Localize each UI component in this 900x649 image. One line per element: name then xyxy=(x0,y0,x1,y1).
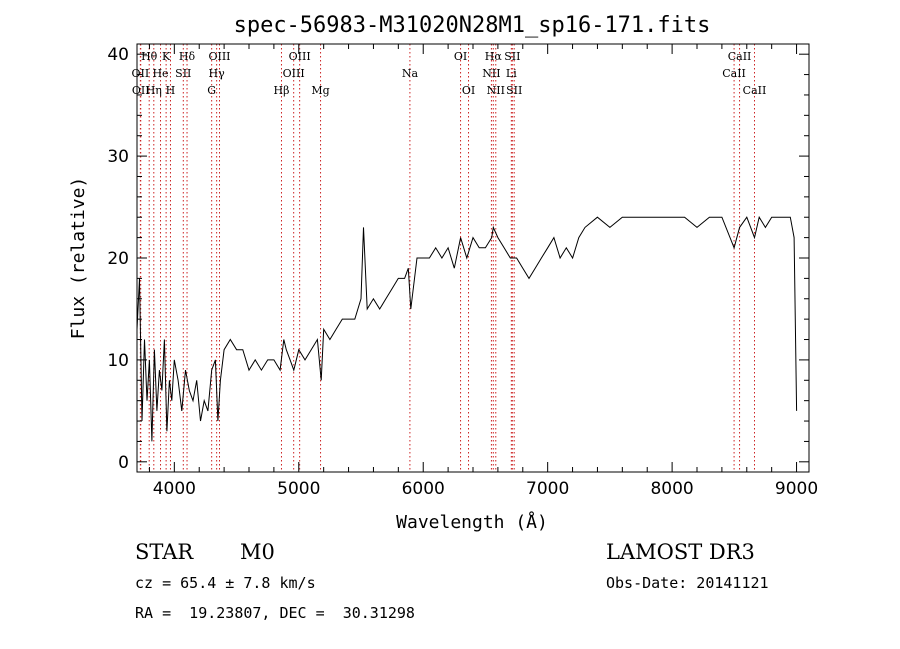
line-marker-label: OI xyxy=(454,50,467,63)
redshift-cz: cz = 65.4 ± 7.8 km/s xyxy=(135,574,316,592)
x-axis: 4000 5000 6000 7000 8000 9000 xyxy=(148,44,818,499)
x-tick-label: 4000 xyxy=(153,479,196,499)
y-tick-label: 30 xyxy=(107,147,129,167)
object-class: STAR xyxy=(135,540,194,564)
y-tick-label: 20 xyxy=(107,249,129,269)
line-marker-label: CaII xyxy=(722,67,746,80)
plot-frame xyxy=(136,43,810,473)
line-marker-label: Hη xyxy=(146,84,162,97)
line-marker-label: CaII xyxy=(728,50,752,63)
line-marker-label: SII xyxy=(504,50,520,63)
line-marker-label: K xyxy=(162,50,171,63)
line-marker-label: CaII xyxy=(743,84,767,97)
line-marker-label: SII xyxy=(175,67,191,80)
line-marker-label: Hγ xyxy=(209,67,226,80)
x-tick-label: 5000 xyxy=(277,479,320,499)
line-marker-label: Li xyxy=(506,67,517,80)
y-axis-label: Flux (relative) xyxy=(68,177,89,340)
line-marker-label: Hθ xyxy=(141,50,158,63)
x-tick-label: 9000 xyxy=(775,479,818,499)
line-markers xyxy=(139,44,755,472)
y-tick-label: 0 xyxy=(118,453,129,473)
observation-date: Obs-Date: 20141121 xyxy=(606,574,769,592)
spectrum-series-line xyxy=(136,215,798,442)
x-tick-label: 6000 xyxy=(402,479,445,499)
line-marker-label: OI xyxy=(462,84,475,97)
chart-title: spec-56983-M31020N28M1_sp16-171.fits xyxy=(234,13,711,38)
line-marker-label: He xyxy=(152,67,168,80)
line-marker-label: OII xyxy=(132,67,150,80)
line-marker-label: Hα xyxy=(485,50,503,63)
line-marker-label: NII xyxy=(487,84,505,97)
line-marker-label: H xyxy=(166,84,176,97)
line-marker-labels: Hθ OII OII K He Hη H Hδ SII OIII Hγ G OIII OIII Hβ Mg Na… xyxy=(132,50,767,97)
line-marker-label: OIII xyxy=(289,50,311,63)
line-marker-label: Na xyxy=(402,67,419,80)
x-tick-label: 8000 xyxy=(650,479,693,499)
line-marker-label: G xyxy=(207,84,216,97)
x-axis-label: Wavelength (Å) xyxy=(396,511,548,533)
ra-dec: RA = 19.23807, DEC = 30.31298 xyxy=(135,604,415,622)
x-tick-label: 7000 xyxy=(526,479,569,499)
line-marker-label: Hβ xyxy=(274,84,290,97)
survey-name: LAMOST DR3 xyxy=(606,540,755,564)
line-marker-label: OII xyxy=(132,84,150,97)
line-marker-label: NII xyxy=(482,67,500,80)
y-axis: 0 10 20 30 40 xyxy=(107,45,809,473)
line-marker-label: Hδ xyxy=(179,50,196,63)
y-tick-label: 40 xyxy=(107,45,129,65)
y-tick-label: 10 xyxy=(107,351,129,371)
line-marker-label: SII xyxy=(506,84,522,97)
line-marker-label: Mg xyxy=(311,84,329,97)
line-marker-label: OIII xyxy=(208,50,230,63)
object-subclass: M0 xyxy=(240,540,275,564)
line-marker-label: OIII xyxy=(283,67,305,80)
